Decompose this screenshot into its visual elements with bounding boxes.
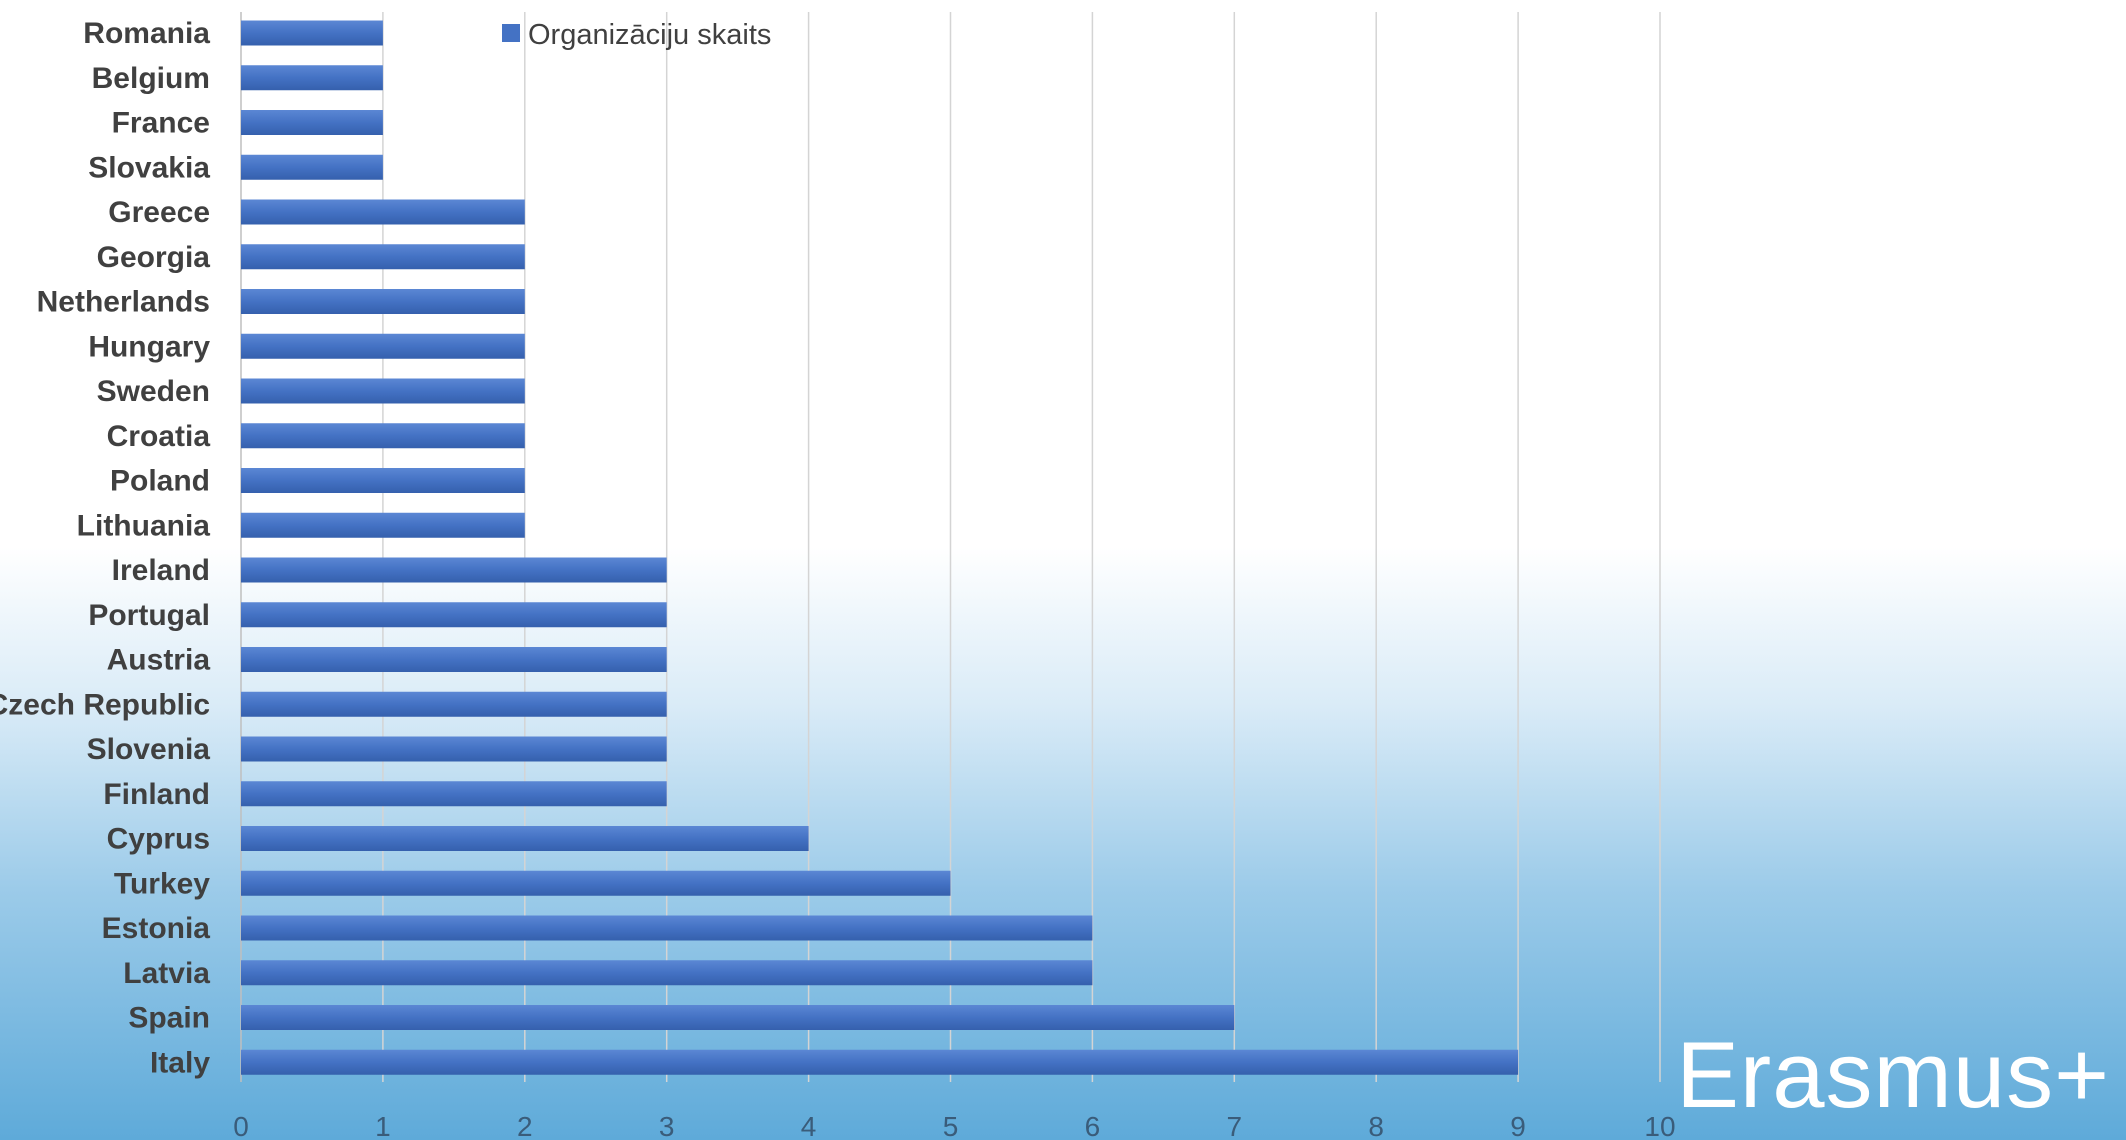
category-label: Belgium bbox=[92, 62, 210, 95]
category-label: Croatia bbox=[107, 420, 211, 453]
gridlines bbox=[240, 12, 1661, 1082]
x-tick-label: 7 bbox=[1227, 1111, 1243, 1140]
category-label: Austria bbox=[107, 644, 211, 677]
x-tick-label: 3 bbox=[659, 1111, 675, 1140]
bar bbox=[241, 691, 667, 717]
bar bbox=[241, 602, 667, 628]
bar bbox=[241, 915, 1093, 941]
x-tick-label: 4 bbox=[801, 1111, 817, 1140]
bar bbox=[241, 960, 1093, 986]
bar bbox=[241, 781, 667, 807]
legend-swatch bbox=[502, 24, 520, 42]
category-label: Czech Republic bbox=[0, 688, 210, 721]
x-tick-label: 10 bbox=[1644, 1111, 1675, 1140]
category-label: Latvia bbox=[123, 957, 210, 990]
bar bbox=[241, 20, 383, 46]
x-tick-label: 1 bbox=[375, 1111, 391, 1140]
category-label: Hungary bbox=[88, 330, 210, 363]
bar bbox=[241, 65, 383, 91]
bar bbox=[241, 512, 525, 538]
bar bbox=[241, 378, 525, 404]
x-tick-label: 5 bbox=[943, 1111, 959, 1140]
bar bbox=[241, 870, 951, 896]
category-label: Slovenia bbox=[87, 733, 211, 766]
bars bbox=[241, 20, 1519, 1075]
category-label: Greece bbox=[108, 196, 210, 229]
category-label: Poland bbox=[110, 465, 210, 498]
bar bbox=[241, 423, 525, 449]
category-label: Spain bbox=[128, 1002, 210, 1035]
x-tick-label: 9 bbox=[1510, 1111, 1526, 1140]
category-labels: Romania Belgium France Slovakia Greece Georgi… bbox=[0, 17, 210, 1079]
bar bbox=[241, 736, 667, 762]
category-label: Cyprus bbox=[107, 823, 210, 856]
x-tick-label: 0 bbox=[233, 1111, 249, 1140]
bar bbox=[241, 557, 667, 583]
category-label: Romania bbox=[83, 17, 210, 50]
category-label: Portugal bbox=[88, 599, 210, 632]
erasmus-plus-logo: Erasmus+ bbox=[1676, 1022, 2110, 1127]
x-tick-label: 6 bbox=[1085, 1111, 1101, 1140]
bar bbox=[241, 199, 525, 225]
bar bbox=[241, 826, 809, 851]
category-label: Slovakia bbox=[88, 151, 210, 184]
category-label: Estonia bbox=[102, 912, 211, 945]
x-tick-label: 2 bbox=[517, 1111, 533, 1140]
bar bbox=[241, 333, 525, 359]
category-label: Ireland bbox=[112, 554, 210, 587]
category-label: Finland bbox=[103, 778, 210, 811]
bar bbox=[241, 647, 667, 672]
category-label: France bbox=[112, 107, 210, 140]
bar bbox=[241, 1005, 1235, 1030]
bar bbox=[241, 468, 525, 493]
legend: Organizāciju skaits bbox=[502, 19, 771, 51]
legend-label: Organizāciju skaits bbox=[528, 19, 771, 51]
x-tick-label: 8 bbox=[1368, 1111, 1384, 1140]
bar bbox=[241, 289, 525, 314]
bar bbox=[241, 154, 383, 180]
category-label: Italy bbox=[150, 1046, 210, 1079]
category-label: Netherlands bbox=[37, 286, 210, 319]
category-label: Lithuania bbox=[77, 509, 211, 542]
category-label: Sweden bbox=[97, 375, 210, 408]
category-label: Georgia bbox=[97, 241, 211, 274]
x-axis-tick-labels: 0 1 2 3 4 5 6 7 8 9 10 bbox=[233, 1111, 1675, 1140]
bar bbox=[241, 110, 383, 135]
bar bbox=[241, 1049, 1519, 1075]
category-label: Turkey bbox=[114, 867, 210, 900]
bar bbox=[241, 244, 525, 270]
